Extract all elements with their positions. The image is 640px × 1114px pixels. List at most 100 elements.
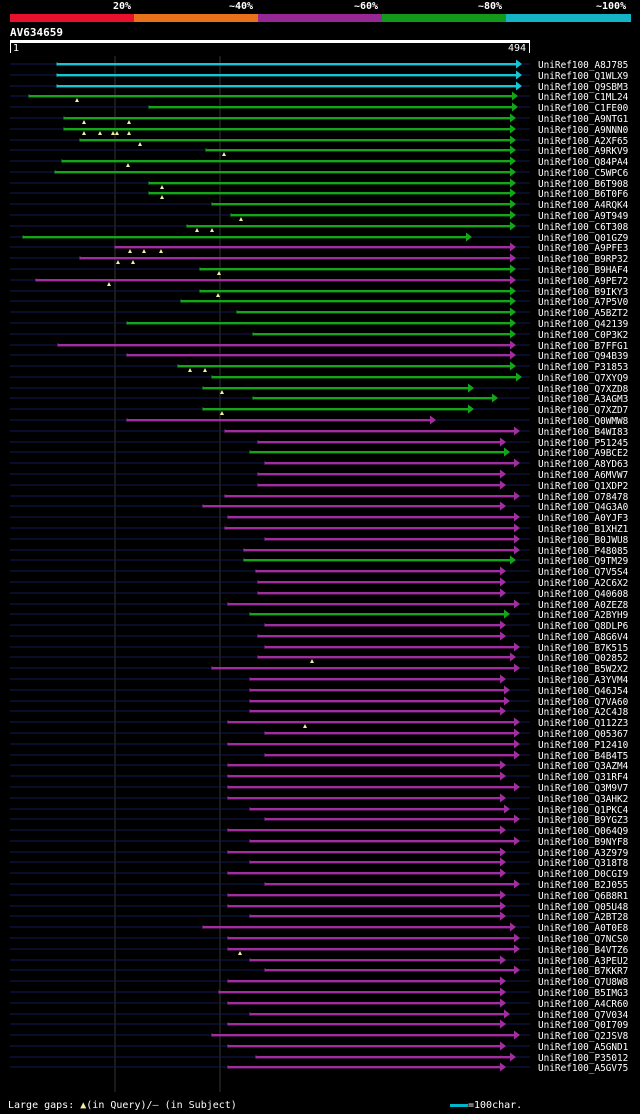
hit-bar xyxy=(127,419,430,422)
hit-bar xyxy=(149,106,512,109)
hit-bar xyxy=(29,95,512,98)
hit-arrow xyxy=(514,879,520,889)
hit-label: UniRef100_B5IMG3 xyxy=(538,988,628,999)
hit-bar xyxy=(57,85,516,88)
hit-label: UniRef100_Q42139 xyxy=(538,319,629,330)
hit-label: UniRef100_Q112Z3 xyxy=(538,718,628,729)
query-gap-marker xyxy=(220,411,224,415)
hit-arrow xyxy=(514,933,520,943)
hit-arrow xyxy=(510,167,516,177)
hit-label: UniRef100_A2C4J8 xyxy=(538,707,629,718)
hit-arrow xyxy=(500,469,506,479)
scale-text: =100char. xyxy=(468,1100,523,1111)
hit-arrow xyxy=(514,545,520,555)
query-gap-marker xyxy=(111,131,115,135)
hit-arrow xyxy=(504,696,510,706)
hit-label: UniRef100_Q2JSV8 xyxy=(538,1031,629,1042)
hit-arrow xyxy=(510,652,516,662)
hit-label: UniRef100_B9RP32 xyxy=(538,254,628,265)
query-gap-marker xyxy=(188,368,192,372)
hit-label: UniRef100_Q7V034 xyxy=(538,1010,629,1021)
hit-arrow xyxy=(500,760,506,770)
hit-label: UniRef100_A3AGM3 xyxy=(538,394,628,405)
legend-bar-100 xyxy=(506,14,631,22)
hit-label: UniRef100_A6MVW7 xyxy=(538,470,628,481)
hit-bar xyxy=(228,948,514,951)
legend-bar-20 xyxy=(10,14,134,22)
hit-bar xyxy=(228,786,514,789)
hit-label: UniRef100_B7K515 xyxy=(538,643,628,654)
hit-arrow xyxy=(514,782,520,792)
hit-bar xyxy=(228,872,500,875)
hit-arrow xyxy=(514,1030,520,1040)
hit-label: UniRef100_A9T949 xyxy=(538,211,629,222)
hit-label: UniRef100_A3PEU2 xyxy=(538,956,628,967)
hit-arrow xyxy=(514,426,520,436)
hit-bar xyxy=(187,225,510,228)
hit-label: UniRef100_A9BCE2 xyxy=(538,448,628,459)
hit-label: UniRef100_Q05367 xyxy=(538,729,628,740)
hit-arrow xyxy=(510,555,516,565)
hit-arrow xyxy=(504,447,510,457)
gaps-dash: — xyxy=(152,1100,159,1111)
hit-label: UniRef100_Q064Q9 xyxy=(538,826,629,837)
hit-bar xyxy=(228,829,500,832)
hit-arrow xyxy=(510,124,516,134)
hit-label: UniRef100_Q3M9V7 xyxy=(538,783,628,794)
hit-label: UniRef100_P35012 xyxy=(538,1053,628,1064)
hit-label: UniRef100_Q7V5S4 xyxy=(538,567,629,578)
hit-bar xyxy=(250,710,500,713)
query-gap-marker xyxy=(131,260,135,264)
hit-label: UniRef100_B2J055 xyxy=(538,880,628,891)
hit-bar xyxy=(250,678,500,681)
gaps-query-text: (in Query)/ xyxy=(86,1100,153,1111)
hit-bar xyxy=(258,635,500,638)
hit-label: UniRef100_B9IKY3 xyxy=(538,287,628,298)
hit-label: UniRef100_Q9SBM3 xyxy=(538,82,628,93)
hit-label: UniRef100_Q1PKC4 xyxy=(538,805,629,816)
hit-bar xyxy=(250,840,514,843)
hit-arrow xyxy=(510,188,516,198)
hit-arrow xyxy=(510,350,516,360)
hit-arrow xyxy=(500,620,506,630)
hit-arrow xyxy=(500,1041,506,1051)
hit-bar xyxy=(64,117,510,120)
query-gap-marker xyxy=(128,249,132,253)
legend-label-60: ~60% xyxy=(354,1,379,12)
hit-arrow xyxy=(510,135,516,145)
hit-bar xyxy=(250,861,500,864)
hit-arrow xyxy=(500,793,506,803)
query-gap-marker xyxy=(127,120,131,124)
hit-arrow xyxy=(500,868,506,878)
hit-arrow xyxy=(514,491,520,501)
hit-bar xyxy=(212,667,514,670)
hit-arrow xyxy=(510,178,516,188)
hit-arrow xyxy=(510,242,516,252)
query-gap-marker xyxy=(220,390,224,394)
hit-bar xyxy=(228,775,500,778)
query-gap-marker xyxy=(138,142,142,146)
hit-label: UniRef100_B4WI83 xyxy=(538,427,628,438)
hit-bar xyxy=(265,969,514,972)
hit-label: UniRef100_Q6B8R1 xyxy=(538,891,629,902)
hit-bar xyxy=(258,473,500,476)
hit-arrow xyxy=(504,804,510,814)
hit-arrow xyxy=(514,534,520,544)
hit-label: UniRef100_A0T0E8 xyxy=(538,923,629,934)
hit-arrow xyxy=(510,922,516,932)
hit-bar xyxy=(228,603,514,606)
gaps-prefix: Large gaps: xyxy=(8,1100,81,1111)
hit-arrow xyxy=(510,253,516,263)
hit-arrow xyxy=(510,113,516,123)
hit-bar xyxy=(250,451,504,454)
hit-label: UniRef100_A2BYH9 xyxy=(538,610,629,621)
hit-arrow xyxy=(492,393,498,403)
legend-label-20: 20% xyxy=(113,1,132,12)
gaps-subject-text: (in Subject) xyxy=(158,1100,237,1111)
query-gap-marker xyxy=(238,951,242,955)
hit-bar xyxy=(228,1023,500,1026)
query-gap-marker xyxy=(303,724,307,728)
hit-label: UniRef100_A9NTG1 xyxy=(538,114,629,125)
hit-bar xyxy=(64,128,510,131)
hit-label: UniRef100_A3Z979 xyxy=(538,848,629,859)
